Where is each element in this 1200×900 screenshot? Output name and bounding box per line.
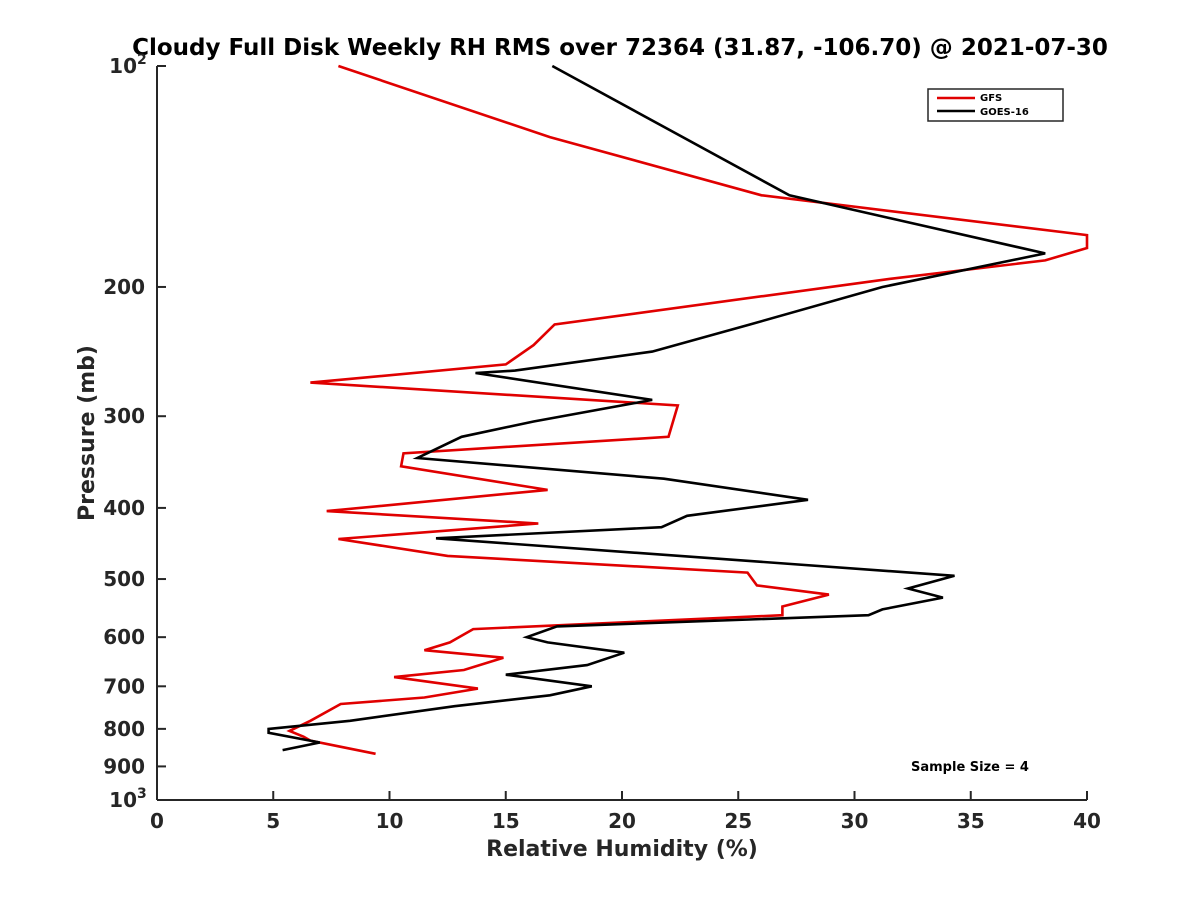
x-tick-label: 20 [608, 809, 636, 833]
y-axis-label: Pressure (mb) [75, 345, 100, 521]
series-layer [267, 64, 1089, 756]
series-line-goes16 [267, 64, 1046, 752]
y-tick-label: 500 [103, 567, 145, 591]
x-tick-label: 0 [150, 809, 164, 833]
x-tick-label: 40 [1073, 809, 1101, 833]
y-tick-label: 10 [109, 54, 137, 78]
x-tick-label: 10 [376, 809, 404, 833]
x-tick-label: 35 [957, 809, 985, 833]
y-tick-label: 800 [103, 717, 145, 741]
y-tick-label: 400 [103, 496, 145, 520]
legend-label-goes16: GOES-16 [980, 107, 1029, 118]
y-tick-label: 10 [109, 788, 137, 812]
y-tick-label: 300 [103, 404, 145, 428]
legend-box [927, 88, 1064, 122]
x-ticks: 0 5 10 15 20 25 30 35 40 [150, 791, 1101, 833]
x-axis-label: Relative Humidity (%) [486, 837, 758, 862]
sample-size-annotation: Sample Size = 4 [911, 760, 1029, 775]
y-tick-exponent: 2 [137, 52, 147, 68]
x-tick-label: 30 [841, 809, 869, 833]
y-tick-label: 700 [103, 674, 145, 698]
y-tick-label: 200 [103, 275, 145, 299]
y-tick-exponent: 3 [137, 786, 147, 802]
series-line-gfs [286, 64, 1089, 756]
y-tick-label: 600 [103, 625, 145, 649]
chart-title: Cloudy Full Disk Weekly RH RMS over 7236… [132, 35, 1108, 61]
y-tick-label: 900 [103, 754, 145, 778]
legend: GFS GOES-16 [927, 88, 1064, 122]
x-tick-label: 15 [492, 809, 520, 833]
x-tick-label: 25 [724, 809, 752, 833]
legend-label-gfs: GFS [980, 93, 1002, 104]
x-tick-label: 5 [266, 809, 280, 833]
